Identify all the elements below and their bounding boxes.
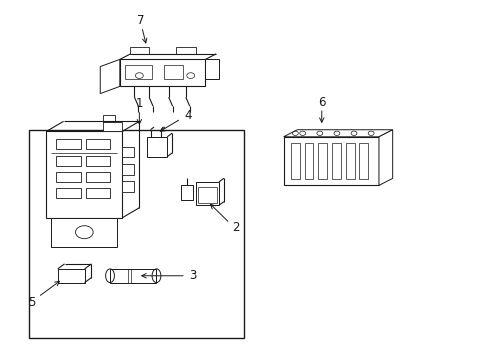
Bar — [85, 156, 110, 166]
Polygon shape — [283, 130, 392, 137]
Bar — [85, 172, 110, 182]
Bar — [46, 131, 122, 218]
Bar — [122, 181, 134, 192]
Bar — [163, 65, 183, 79]
Bar — [110, 269, 156, 283]
Bar — [85, 139, 110, 149]
Bar — [318, 143, 326, 179]
Text: 2: 2 — [231, 221, 239, 234]
Bar — [56, 188, 81, 198]
Bar — [58, 269, 84, 283]
Bar — [146, 137, 167, 157]
Bar — [181, 185, 193, 200]
Bar — [122, 164, 134, 175]
Bar — [176, 47, 195, 54]
Bar — [124, 65, 151, 79]
Bar — [102, 122, 122, 131]
Bar — [122, 147, 134, 157]
Bar — [102, 115, 115, 122]
Bar — [85, 188, 110, 198]
Bar — [56, 172, 81, 182]
Bar — [304, 143, 313, 179]
Text: 7: 7 — [136, 14, 144, 27]
Text: 3: 3 — [189, 269, 197, 282]
Bar — [359, 143, 367, 179]
Text: 5: 5 — [28, 296, 36, 309]
Bar — [290, 143, 299, 179]
Text: 1: 1 — [135, 97, 143, 110]
Text: 4: 4 — [184, 109, 192, 122]
Bar — [198, 187, 216, 203]
Bar — [51, 218, 117, 247]
Bar — [205, 59, 219, 79]
Bar — [283, 137, 378, 185]
Polygon shape — [100, 59, 120, 94]
Bar — [56, 156, 81, 166]
Bar — [29, 130, 244, 338]
Text: 6: 6 — [317, 95, 325, 108]
Bar — [129, 47, 149, 54]
Bar — [56, 139, 81, 149]
Polygon shape — [378, 130, 392, 185]
Bar — [345, 143, 354, 179]
Bar — [120, 59, 205, 86]
Bar — [195, 182, 219, 205]
Bar — [331, 143, 340, 179]
